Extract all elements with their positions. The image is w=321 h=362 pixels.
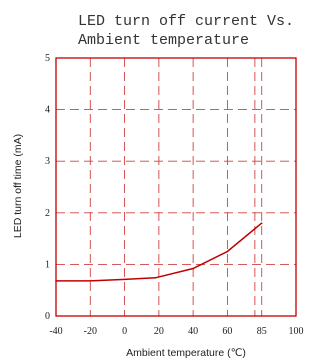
x-axis-label: Ambient temperature (℃) — [126, 347, 246, 359]
data-point — [260, 222, 263, 224]
grid — [56, 58, 296, 316]
x-tick-label: -20 — [84, 326, 97, 337]
x-tick-label: 40 — [188, 326, 198, 337]
y-tick-label: 1 — [45, 259, 50, 270]
x-tick-label: 100 — [289, 326, 304, 337]
chart-title-line-1: LED turn off current Vs. — [78, 13, 294, 30]
data-point — [226, 250, 229, 253]
x-tick-label: -40 — [49, 326, 62, 337]
x-tick-label: 85 — [257, 326, 267, 337]
data-point — [55, 280, 57, 282]
y-tick-label: 2 — [45, 208, 50, 219]
tick-labels: -40 -20 0 20 40 60 85 100 0 1 2 3 4 5 — [45, 53, 304, 337]
y-tick-label: 3 — [45, 156, 50, 167]
x-tick-label: 20 — [154, 326, 164, 337]
data-point — [89, 280, 92, 282]
y-tick-label: 4 — [45, 105, 50, 116]
y-tick-label: 0 — [45, 311, 50, 322]
data-point — [154, 277, 157, 279]
data-point — [123, 278, 126, 281]
y-tick-label: 5 — [45, 53, 50, 64]
y-axis-label: LED turn off time (mA) — [12, 134, 24, 238]
data-points — [55, 222, 263, 282]
data-point — [192, 267, 194, 270]
x-tick-label: 60 — [222, 326, 232, 337]
plot-frame — [55, 57, 297, 317]
x-tick-label: 0 — [122, 326, 127, 337]
chart-title-line-2: Ambient temperature — [78, 32, 249, 49]
